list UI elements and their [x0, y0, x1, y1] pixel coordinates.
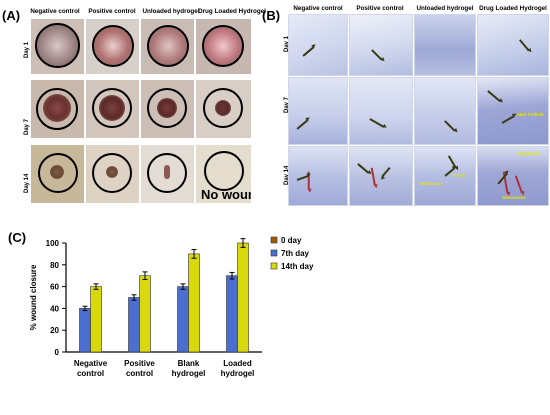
photo-day14-drug-loaded: No wound [196, 145, 251, 203]
bar-7th-day [79, 308, 91, 353]
legend-swatch [270, 249, 278, 257]
photo-day1-unloaded [141, 19, 194, 74]
bar-14th-day [237, 242, 249, 353]
legend-swatch [270, 262, 278, 270]
photo-day14-unloaded [141, 145, 194, 203]
bar-14th-day [188, 253, 200, 353]
x-tick-label: hydrogel [221, 369, 255, 378]
panel-a-col-drug-loaded: Drug Loaded Hydrogel [198, 8, 266, 15]
bar-7th-day [128, 297, 140, 353]
photo-day1-negative [31, 19, 84, 74]
legend-label: 0 day [281, 236, 302, 245]
panel-b-col-positive: Positive control [356, 5, 404, 12]
panel-a-col-unloaded: Unloaded hydrogel [142, 8, 200, 15]
histology-day1-unloaded [414, 14, 476, 76]
photo-day7-negative [31, 80, 84, 138]
panel-b-col-unloaded: Unloaded hydrogel [416, 5, 474, 12]
legend-swatch [270, 236, 278, 244]
photo-day7-unloaded [141, 80, 194, 138]
histology-day7-unloaded [414, 77, 476, 145]
panel-b-col-drug-loaded: Drug Loaded Hydrogel [479, 5, 547, 12]
photo-day14-negative [31, 145, 84, 203]
bar-14th-day [90, 286, 102, 353]
epidermis-annotation: Epidermis [518, 151, 540, 156]
y-tick-label: 80 [50, 261, 59, 270]
panel-c-label: (C) [8, 230, 27, 245]
sebaceous-annotation-loaded: Sebaceous [502, 195, 526, 200]
x-tick-label: Blank [178, 359, 200, 368]
legend-label: 14th day [281, 262, 314, 271]
photo-day14-positive [86, 145, 139, 203]
y-tick-label: 60 [50, 283, 59, 292]
histology-day1-negative [288, 14, 348, 76]
histology-day14-negative [288, 146, 348, 206]
bar-7th-day [177, 286, 189, 353]
y-tick-label: 20 [50, 326, 59, 335]
histology-day14-positive [349, 146, 413, 206]
histology-day1-drug-loaded [477, 14, 549, 76]
panel-b-col-negative: Negative control [293, 5, 343, 12]
histology-day14-drug-loaded: Epidermis Sebaceous [477, 146, 549, 206]
x-tick-label: Negative [74, 359, 108, 368]
x-tick-label: Loaded [223, 359, 252, 368]
y-tick-label: 0 [55, 348, 60, 357]
y-tick-label: 40 [50, 304, 59, 313]
dermis-annotation: Dermis [451, 173, 467, 178]
x-tick-label: control [126, 369, 153, 378]
histology-day1-positive [349, 14, 413, 76]
bar-14th-day [139, 275, 151, 353]
hair-follicle-annotation: Hair Follicle [518, 112, 544, 117]
histology-day7-drug-loaded: Hair Follicle [477, 77, 549, 145]
photo-day7-positive [86, 80, 139, 138]
bar-7th-day [226, 275, 238, 353]
y-axis-label: % wound closure [29, 264, 38, 330]
panel-a-col-negative: Negative control [30, 8, 80, 15]
legend-label: 7th day [281, 249, 310, 258]
panel-b-label: (B) [262, 8, 281, 23]
panel-a-col-positive: Positive control [88, 8, 136, 15]
histology-day7-negative [288, 77, 348, 145]
histology-day7-positive [349, 77, 413, 145]
y-tick-label: 100 [46, 239, 60, 248]
panel-a-label: (A) [2, 8, 21, 23]
photo-day7-drug-loaded [196, 80, 251, 138]
histology-day14-unloaded: Sebaceous Dermis [414, 146, 476, 206]
photo-day1-positive [86, 19, 139, 74]
no-wound-label: No wound [201, 187, 251, 202]
x-tick-label: control [77, 369, 104, 378]
x-tick-label: hydrogel [172, 369, 206, 378]
x-tick-label: Positive [124, 359, 155, 368]
sebaceous-annotation-unloaded: Sebaceous [419, 181, 443, 186]
photo-day1-drug-loaded [196, 19, 251, 74]
